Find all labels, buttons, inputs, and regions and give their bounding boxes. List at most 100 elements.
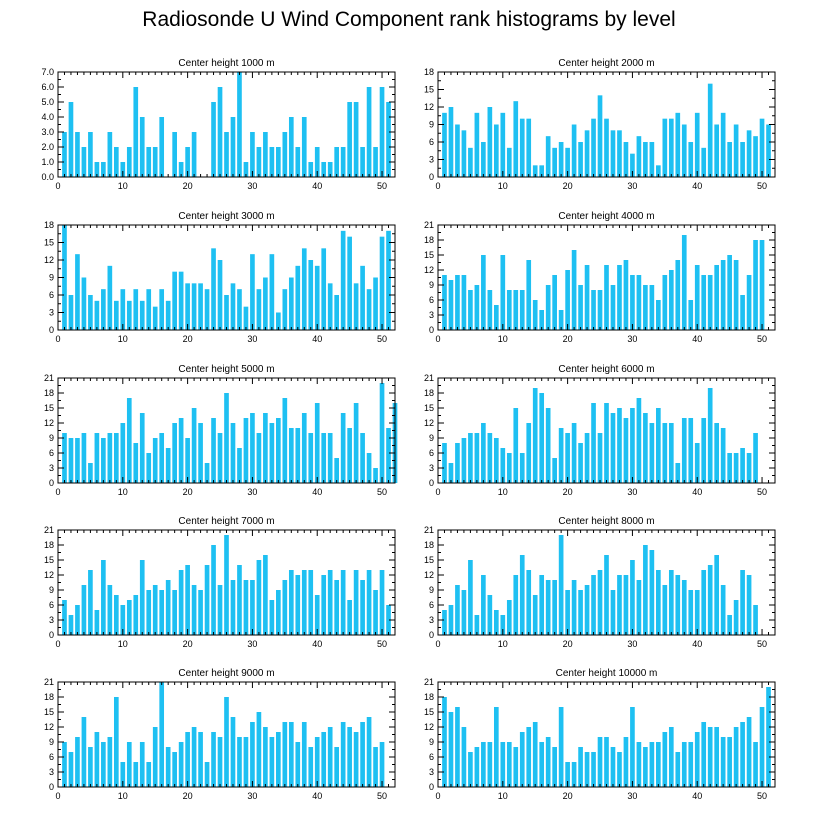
histogram-bar: [442, 697, 447, 787]
histogram-bar: [623, 575, 629, 635]
histogram-bar: [571, 762, 577, 787]
y-tick-label: 3: [429, 310, 434, 320]
histogram-bar: [584, 752, 590, 787]
histogram-bar: [68, 102, 74, 177]
histogram-bar: [707, 565, 713, 635]
histogram-bar: [630, 707, 635, 787]
histogram-bar: [565, 270, 570, 330]
y-tick-label: 18: [44, 220, 54, 230]
histogram-bar: [668, 570, 674, 635]
histogram-bar: [237, 565, 242, 635]
histogram-bar: [519, 732, 525, 787]
histogram-bar: [159, 117, 165, 177]
histogram-bar: [649, 742, 655, 787]
histogram-bar: [701, 570, 707, 635]
histogram-bar: [295, 265, 301, 330]
histogram-bar: [623, 418, 629, 483]
histogram-bar: [75, 605, 80, 635]
histogram-bar: [636, 398, 642, 483]
y-tick-label: 9: [49, 737, 54, 747]
histogram-bar: [597, 433, 603, 483]
histogram-bar: [468, 147, 473, 177]
y-tick-label: 3: [49, 615, 54, 625]
histogram-bar: [656, 300, 661, 330]
x-tick-label: 50: [757, 181, 767, 191]
x-tick-label: 40: [312, 334, 322, 344]
histogram-bar: [500, 742, 506, 787]
histogram-bar: [165, 300, 171, 330]
histogram-bar: [558, 707, 564, 787]
histogram-bar: [230, 717, 236, 787]
x-tick-label: 0: [55, 334, 60, 344]
histogram-bar: [565, 433, 570, 483]
histogram-bar: [694, 265, 700, 330]
histogram-bar: [269, 737, 275, 787]
histogram-bar: [733, 600, 739, 635]
histogram-bar: [68, 438, 74, 483]
histogram-bar: [688, 590, 694, 635]
histogram-bar: [604, 118, 609, 177]
histogram-bar: [191, 727, 197, 787]
y-tick-label: 12: [44, 255, 54, 265]
histogram-bar: [746, 575, 752, 635]
histogram-bar: [101, 742, 106, 787]
histogram-bar: [107, 737, 113, 787]
histogram-bar: [461, 438, 467, 483]
histogram-bar: [481, 575, 486, 635]
histogram-bar: [159, 433, 165, 483]
histogram-bar: [373, 277, 378, 330]
histogram-bar: [94, 433, 100, 483]
histogram-bar: [513, 408, 519, 483]
histogram-bar: [152, 585, 158, 635]
histogram-bar: [165, 448, 171, 483]
histogram-bar: [681, 124, 687, 177]
histogram-bar: [643, 413, 648, 483]
histogram-bar: [662, 423, 668, 483]
y-tick-label: 15: [424, 403, 434, 413]
histogram-bar: [668, 423, 674, 483]
histogram-bar: [301, 413, 307, 483]
histogram-bar: [139, 560, 145, 635]
histogram-bar: [500, 615, 506, 635]
y-tick-label: 21: [44, 677, 54, 687]
histogram-bar: [668, 270, 674, 330]
histogram-bar: [250, 132, 255, 177]
histogram-bar: [94, 300, 100, 330]
x-tick-label: 10: [118, 181, 128, 191]
histogram-bar: [101, 438, 106, 483]
histogram-bar: [301, 722, 307, 787]
y-tick-label: 12: [424, 102, 434, 112]
x-tick-label: 40: [312, 639, 322, 649]
histogram-bar: [120, 605, 126, 635]
histogram-bar: [113, 147, 119, 177]
histogram-bar: [152, 727, 158, 787]
histogram-bar: [88, 747, 93, 787]
histogram-bar: [552, 458, 557, 483]
histogram-bar: [314, 595, 320, 635]
histogram-bar: [75, 737, 80, 787]
histogram-bar: [455, 707, 460, 787]
histogram-bar: [656, 165, 661, 177]
y-tick-label: 0: [49, 478, 54, 488]
histogram-bar: [675, 463, 681, 483]
histogram-bar: [211, 418, 216, 483]
histogram-bar: [766, 124, 771, 177]
x-tick-label: 0: [55, 639, 60, 649]
histogram-bar: [733, 124, 739, 177]
histogram-bar: [740, 722, 745, 787]
histogram-bar: [753, 240, 758, 330]
histogram-bar: [617, 408, 622, 483]
histogram-bar: [468, 752, 473, 787]
histogram-bar: [366, 570, 372, 635]
histogram-bar: [217, 737, 223, 787]
histogram-bar: [448, 712, 454, 787]
histogram-bar: [379, 383, 385, 483]
histogram-bar: [740, 295, 745, 330]
y-tick-label: 9: [49, 273, 54, 283]
histogram-bar: [662, 732, 668, 787]
histogram-bar: [81, 433, 87, 483]
page-title: Radiosonde U Wind Component rank histogr…: [142, 8, 676, 31]
histogram-bar: [539, 393, 545, 483]
panel-title: Center height 2000 m: [558, 58, 654, 69]
